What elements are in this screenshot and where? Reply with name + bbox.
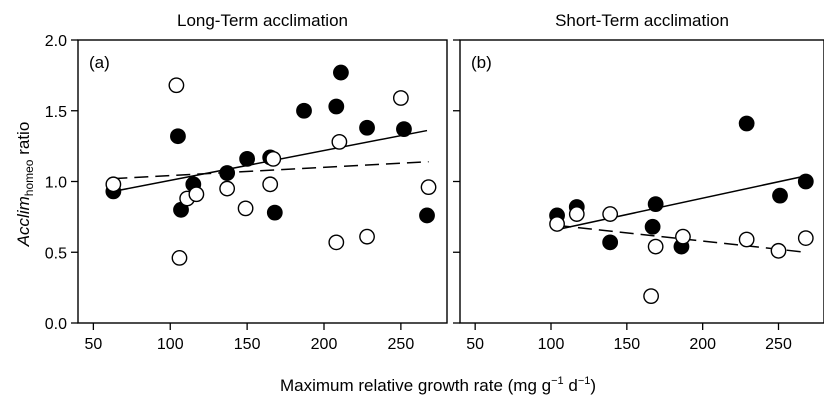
panel-long-term: Long-Term acclimation (a) 50 100 150 200 250 0.… bbox=[45, 11, 448, 353]
y-tick-label: 2.0 bbox=[45, 33, 67, 50]
fit-line-filled-solid bbox=[556, 175, 806, 231]
panel-label: (a) bbox=[89, 53, 110, 72]
panel-label: (b) bbox=[471, 53, 492, 72]
data-point-open bbox=[331, 133, 348, 150]
data-point-filled bbox=[602, 234, 619, 251]
x-axis-label-mid: d bbox=[564, 376, 578, 395]
y-axis-label: Acclimhomeo ratio bbox=[14, 122, 36, 248]
y-axis-label-italic: Acclim bbox=[14, 196, 33, 247]
x-axis-label-main: Maximum relative growth rate (mg g bbox=[280, 376, 551, 395]
panel-title: Long-Term acclimation bbox=[177, 11, 348, 30]
data-point-filled bbox=[797, 173, 814, 190]
data-point-open bbox=[392, 90, 409, 106]
data-point-open bbox=[647, 238, 664, 255]
data-point-open bbox=[265, 150, 282, 167]
data-point-open bbox=[643, 288, 659, 305]
data-point-filled bbox=[296, 102, 312, 119]
panel-short-term: Short-Term acclimation (b) 50 100 150 200 250 bbox=[453, 11, 824, 353]
fit-line-open-dashed bbox=[113, 160, 429, 180]
data-point-filled bbox=[647, 196, 664, 213]
x-tick-label: 50 bbox=[84, 336, 102, 353]
x-tick-label: 200 bbox=[311, 336, 338, 353]
data-point-open bbox=[770, 242, 787, 259]
plot-frame bbox=[459, 39, 824, 324]
y-tick-label: 0.0 bbox=[45, 316, 67, 333]
data-point-filled bbox=[419, 207, 435, 224]
data-point-filled bbox=[772, 187, 788, 204]
data-point-filled bbox=[219, 165, 236, 181]
y-axis-label-sub: homeo bbox=[22, 159, 36, 196]
data-point-filled bbox=[396, 121, 412, 138]
data-point-filled bbox=[328, 98, 345, 115]
data-point-open bbox=[262, 176, 279, 193]
x-tick-label: 100 bbox=[157, 336, 184, 353]
data-point-open bbox=[168, 77, 185, 94]
data-point-open bbox=[188, 186, 205, 203]
plot-frame bbox=[77, 39, 448, 324]
data-point-filled bbox=[644, 218, 661, 235]
data-point-filled bbox=[239, 150, 256, 167]
x-tick-label: 250 bbox=[765, 336, 792, 353]
data-point-open bbox=[549, 216, 565, 232]
data-point-open bbox=[568, 206, 585, 222]
y-axis-label-rest: ratio bbox=[14, 122, 33, 160]
data-point-filled bbox=[333, 64, 349, 81]
data-point-open bbox=[359, 228, 375, 245]
data-point-filled bbox=[170, 128, 186, 145]
data-point-open bbox=[797, 230, 814, 247]
x-tick-label: 150 bbox=[613, 336, 640, 353]
x-axis-label-sup2: −1 bbox=[578, 375, 591, 387]
y-tick-label: 1.0 bbox=[45, 175, 67, 192]
data-point-open bbox=[219, 180, 236, 197]
x-tick-label: 250 bbox=[388, 336, 415, 353]
data-point-filled bbox=[359, 119, 375, 136]
data-point-open bbox=[105, 176, 122, 193]
data-point-open bbox=[675, 228, 691, 245]
data-point-open bbox=[738, 231, 755, 248]
data-point-open bbox=[420, 179, 437, 196]
x-axis-label: Maximum relative growth rate (mg g−1 d−1… bbox=[280, 375, 596, 395]
x-axis-label-end: ) bbox=[590, 376, 596, 395]
y-tick-label: 1.5 bbox=[45, 104, 67, 121]
panel-title: Short-Term acclimation bbox=[555, 11, 729, 30]
x-axis-label-sup1: −1 bbox=[551, 375, 564, 387]
x-tick-label: 50 bbox=[466, 336, 484, 353]
data-point-open bbox=[237, 200, 254, 217]
x-tick-label: 150 bbox=[234, 336, 261, 353]
data-point-open bbox=[328, 234, 345, 251]
data-point-open bbox=[171, 250, 188, 266]
x-tick-label: 100 bbox=[538, 336, 565, 353]
x-tick-label: 200 bbox=[689, 336, 716, 353]
data-point-open bbox=[602, 206, 619, 222]
data-point-filled bbox=[266, 204, 283, 221]
data-point-filled bbox=[738, 115, 755, 132]
y-tick-label: 0.5 bbox=[45, 245, 67, 262]
